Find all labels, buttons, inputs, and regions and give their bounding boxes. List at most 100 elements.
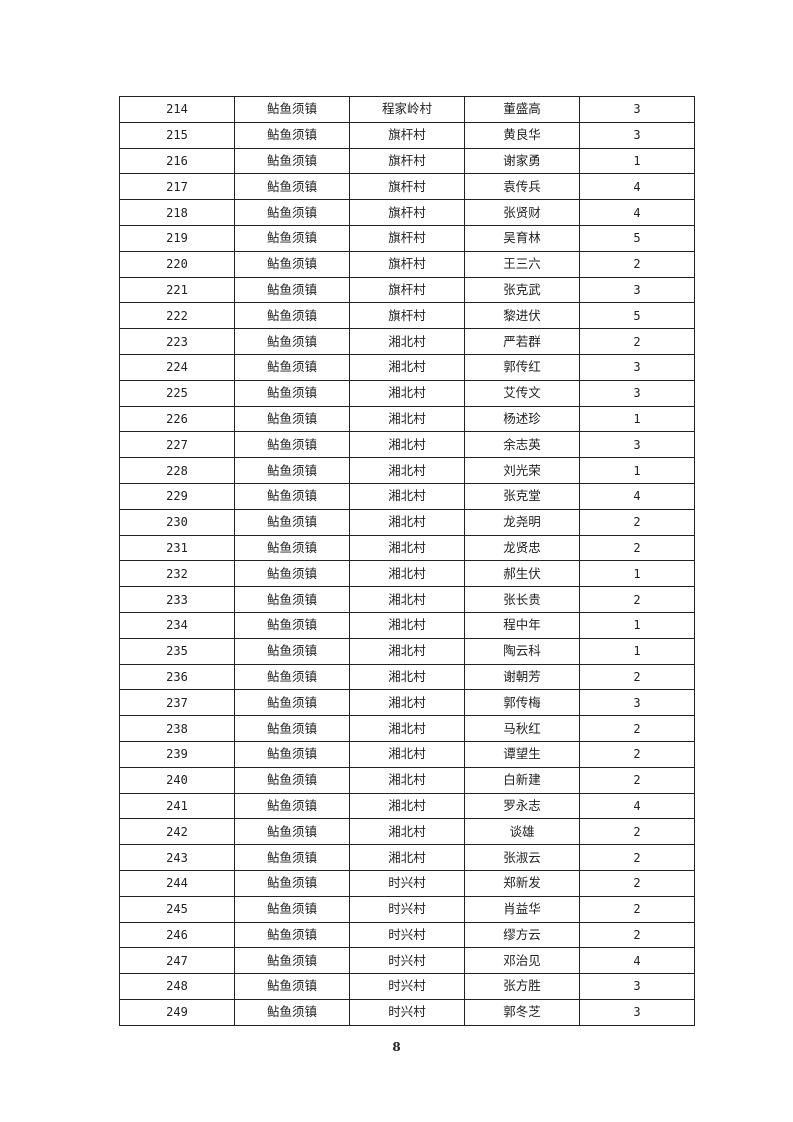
name-cell: 谈雄 <box>464 818 580 846</box>
table-row: 235 鲇鱼须镇 湘北村 陶云科 1 <box>119 637 695 665</box>
town-cell: 鲇鱼须镇 <box>234 637 350 665</box>
town-cell: 鲇鱼须镇 <box>234 250 350 278</box>
name-cell: 罗永志 <box>464 792 580 820</box>
row-number-cell: 226 <box>119 405 235 433</box>
table-row: 216 鲇鱼须镇 旗杆村 谢家勇 1 <box>119 147 695 175</box>
table-row: 248 鲇鱼须镇 时兴村 张方胜 3 <box>119 973 695 1000</box>
row-number-cell: 248 <box>119 973 235 1000</box>
count-cell: 3 <box>579 689 695 717</box>
village-cell: 时兴村 <box>349 947 465 975</box>
town-cell: 鲇鱼须镇 <box>234 792 350 820</box>
table-row: 218 鲇鱼须镇 旗杆村 张贤财 4 <box>119 199 695 226</box>
town-cell: 鲇鱼须镇 <box>234 379 350 407</box>
name-cell: 谢朝芳 <box>464 663 580 691</box>
village-cell: 程家岭村 <box>349 96 465 123</box>
row-number-cell: 249 <box>119 998 235 1026</box>
village-cell: 旗杆村 <box>349 199 465 226</box>
row-number-cell: 240 <box>119 766 235 794</box>
town-cell: 鲇鱼须镇 <box>234 508 350 536</box>
town-cell: 鲇鱼须镇 <box>234 96 350 123</box>
name-cell: 谢家勇 <box>464 147 580 175</box>
row-number-cell: 244 <box>119 869 235 897</box>
village-cell: 时兴村 <box>349 973 465 1000</box>
table-row: 224 鲇鱼须镇 湘北村 郭传红 3 <box>119 353 695 381</box>
table-row: 219 鲇鱼须镇 旗杆村 吴育林 5 <box>119 224 695 252</box>
name-cell: 缪方云 <box>464 921 580 949</box>
table-row: 221 鲇鱼须镇 旗杆村 张克武 3 <box>119 276 695 304</box>
count-cell: 5 <box>579 224 695 252</box>
row-number-cell: 245 <box>119 895 235 923</box>
row-number-cell: 233 <box>119 586 235 613</box>
town-cell: 鲇鱼须镇 <box>234 173 350 201</box>
table-row: 245 鲇鱼须镇 时兴村 肖益华 2 <box>119 895 695 923</box>
row-number-cell: 224 <box>119 353 235 381</box>
count-cell: 2 <box>579 895 695 923</box>
row-number-cell: 234 <box>119 611 235 639</box>
village-cell: 湘北村 <box>349 792 465 820</box>
table-row: 242 鲇鱼须镇 湘北村 谈雄 2 <box>119 818 695 846</box>
town-cell: 鲇鱼须镇 <box>234 482 350 510</box>
name-cell: 吴育林 <box>464 224 580 252</box>
name-cell: 程中年 <box>464 611 580 639</box>
village-cell: 旗杆村 <box>349 121 465 149</box>
table-row: 220 鲇鱼须镇 旗杆村 王三六 2 <box>119 250 695 278</box>
row-number-cell: 241 <box>119 792 235 820</box>
town-cell: 鲇鱼须镇 <box>234 973 350 1000</box>
town-cell: 鲇鱼须镇 <box>234 740 350 768</box>
row-number-cell: 227 <box>119 431 235 459</box>
row-number-cell: 228 <box>119 457 235 484</box>
count-cell: 2 <box>579 715 695 742</box>
name-cell: 刘光荣 <box>464 457 580 484</box>
name-cell: 白新建 <box>464 766 580 794</box>
table-row: 244 鲇鱼须镇 时兴村 郑新发 2 <box>119 869 695 897</box>
row-number-cell: 235 <box>119 637 235 665</box>
table-row: 222 鲇鱼须镇 旗杆村 黎进伏 5 <box>119 302 695 330</box>
count-cell: 1 <box>579 560 695 588</box>
row-number-cell: 222 <box>119 302 235 330</box>
town-cell: 鲇鱼须镇 <box>234 715 350 742</box>
village-cell: 湘北村 <box>349 560 465 588</box>
name-cell: 马秋红 <box>464 715 580 742</box>
table-row: 226 鲇鱼须镇 湘北村 杨述珍 1 <box>119 405 695 433</box>
village-cell: 湘北村 <box>349 328 465 355</box>
table-row: 217 鲇鱼须镇 旗杆村 袁传兵 4 <box>119 173 695 201</box>
village-cell: 时兴村 <box>349 921 465 949</box>
table-row: 215 鲇鱼须镇 旗杆村 黄良华 3 <box>119 121 695 149</box>
town-cell: 鲇鱼须镇 <box>234 998 350 1026</box>
town-cell: 鲇鱼须镇 <box>234 353 350 381</box>
town-cell: 鲇鱼须镇 <box>234 611 350 639</box>
count-cell: 4 <box>579 792 695 820</box>
village-cell: 时兴村 <box>349 895 465 923</box>
town-cell: 鲇鱼须镇 <box>234 276 350 304</box>
village-cell: 湘北村 <box>349 431 465 459</box>
name-cell: 艾传文 <box>464 379 580 407</box>
row-number-cell: 220 <box>119 250 235 278</box>
count-cell: 1 <box>579 405 695 433</box>
row-number-cell: 221 <box>119 276 235 304</box>
table-row: 246 鲇鱼须镇 时兴村 缪方云 2 <box>119 921 695 949</box>
town-cell: 鲇鱼须镇 <box>234 199 350 226</box>
table-row: 239 鲇鱼须镇 湘北村 谭望生 2 <box>119 740 695 768</box>
table-row: 230 鲇鱼须镇 湘北村 龙尧明 2 <box>119 508 695 536</box>
village-cell: 湘北村 <box>349 611 465 639</box>
count-cell: 3 <box>579 353 695 381</box>
row-number-cell: 243 <box>119 844 235 871</box>
count-cell: 3 <box>579 379 695 407</box>
page-number: 8 <box>392 1040 401 1054</box>
name-cell: 肖益华 <box>464 895 580 923</box>
table-row: 247 鲇鱼须镇 时兴村 邓治见 4 <box>119 947 695 975</box>
town-cell: 鲇鱼须镇 <box>234 947 350 975</box>
count-cell: 2 <box>579 740 695 768</box>
count-cell: 2 <box>579 921 695 949</box>
row-number-cell: 232 <box>119 560 235 588</box>
table-row: 237 鲇鱼须镇 湘北村 郭传梅 3 <box>119 689 695 717</box>
count-cell: 2 <box>579 328 695 355</box>
name-cell: 张克武 <box>464 276 580 304</box>
town-cell: 鲇鱼须镇 <box>234 224 350 252</box>
town-cell: 鲇鱼须镇 <box>234 844 350 871</box>
table-row: 232 鲇鱼须镇 湘北村 郝生伏 1 <box>119 560 695 588</box>
count-cell: 4 <box>579 947 695 975</box>
count-cell: 3 <box>579 121 695 149</box>
count-cell: 2 <box>579 844 695 871</box>
count-cell: 2 <box>579 508 695 536</box>
